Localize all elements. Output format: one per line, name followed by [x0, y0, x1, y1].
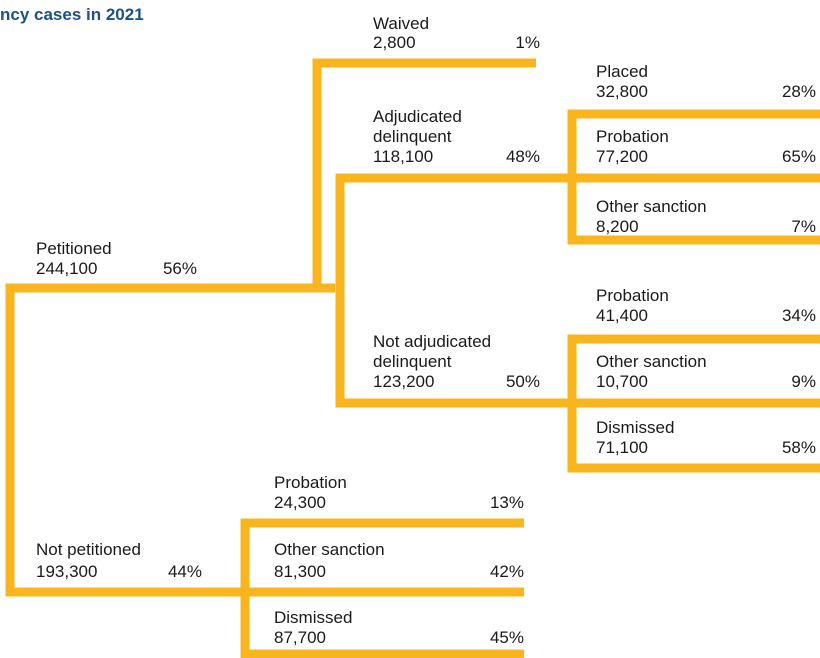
connector-waived	[312, 58, 536, 288]
nadj-other-label: Other sanction	[596, 352, 707, 371]
adj-probation-count: 77,200	[596, 147, 648, 166]
np-other-percent: 42%	[489, 562, 524, 581]
nadj-other-percent: 9%	[791, 372, 816, 391]
adjudicated-label-line1: Adjudicated	[373, 107, 462, 126]
connector-adjudication	[335, 173, 572, 408]
waived-percent: 1%	[515, 33, 540, 52]
not-petitioned-label: Not petitioned	[36, 540, 141, 559]
np-other-count: 81,300	[274, 562, 326, 581]
nadj-probation-percent: 34%	[781, 306, 816, 325]
nadj-dismissed-count: 71,100	[596, 438, 648, 457]
np-dismissed-percent: 45%	[489, 628, 524, 647]
not-adjudicated-percent: 50%	[505, 372, 540, 391]
not-adjudicated-count: 123,200	[373, 372, 435, 391]
np-other-label: Other sanction	[274, 540, 385, 559]
adj-probation-label: Probation	[596, 127, 669, 146]
not-petitioned-percent: 44%	[167, 562, 202, 581]
nadj-probation-count: 41,400	[596, 306, 648, 325]
petitioned-label: Petitioned	[36, 239, 112, 258]
np-dismissed-count: 87,700	[274, 628, 326, 647]
adj-other-count: 8,200	[596, 217, 639, 236]
np-dismissed-label: Dismissed	[274, 608, 353, 627]
adjudicated-label-line2: delinquent	[373, 127, 452, 146]
adjudicated-percent: 48%	[505, 147, 540, 166]
np-probation-label: Probation	[274, 473, 347, 492]
nadj-probation-label: Probation	[596, 286, 669, 305]
not-adjudicated-label-line1: Not adjudicated	[373, 332, 492, 351]
waived-count: 2,800	[373, 33, 416, 52]
adj-placed-label: Placed	[596, 62, 648, 81]
not-adjudicated-label-line2: delinquent	[373, 352, 452, 371]
not-petitioned-count: 193,300	[36, 562, 98, 581]
nadj-dismissed-percent: 58%	[781, 438, 816, 457]
waived-label: Waived	[373, 14, 430, 33]
adj-probation-percent: 65%	[781, 147, 816, 166]
adj-other-percent: 7%	[791, 217, 816, 236]
np-probation-percent: 13%	[489, 493, 524, 512]
adj-placed-percent: 28%	[781, 82, 816, 101]
diagram-title: ncy cases in 2021	[0, 5, 144, 24]
petitioned-percent: 56%	[162, 259, 197, 278]
nadj-other-count: 10,700	[596, 372, 648, 391]
connector-petitioned	[5, 283, 335, 597]
np-probation-count: 24,300	[274, 493, 326, 512]
adj-placed-count: 32,800	[596, 82, 648, 101]
petitioned-count: 244,100	[36, 259, 98, 278]
adj-other-label: Other sanction	[596, 197, 707, 216]
adjudicated-count: 118,100	[373, 147, 434, 166]
nadj-dismissed-label: Dismissed	[596, 418, 675, 437]
